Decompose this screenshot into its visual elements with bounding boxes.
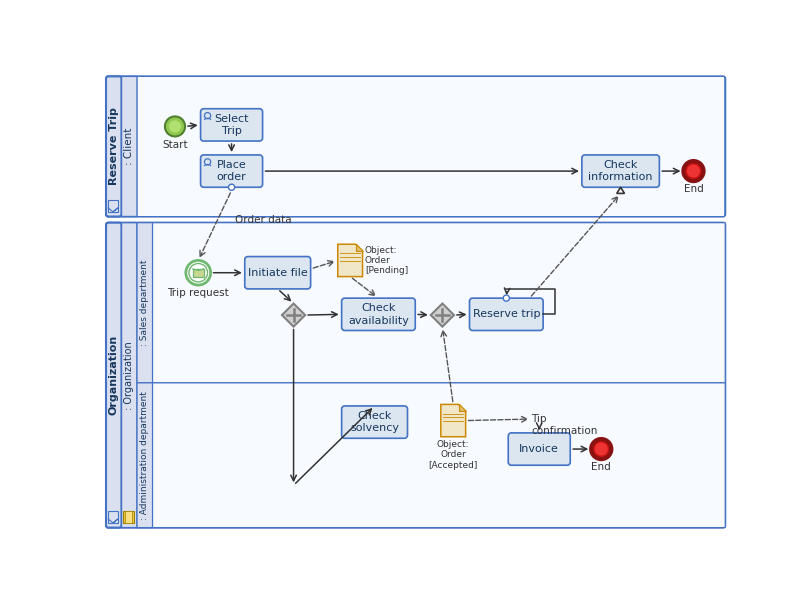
FancyBboxPatch shape	[122, 77, 137, 216]
Bar	[109, 200, 118, 212]
Text: Reserve Trip: Reserve Trip	[109, 108, 118, 185]
Bar	[109, 511, 118, 523]
Text: Order data: Order data	[235, 215, 292, 225]
Polygon shape	[282, 304, 305, 327]
FancyBboxPatch shape	[245, 257, 311, 289]
Bar	[125, 511, 132, 523]
Text: Object:
Order
[Accepted]: Object: Order [Accepted]	[428, 440, 478, 469]
Bar	[123, 511, 134, 523]
Circle shape	[503, 295, 509, 301]
FancyBboxPatch shape	[341, 406, 407, 438]
Polygon shape	[459, 404, 466, 411]
FancyBboxPatch shape	[137, 222, 725, 383]
FancyBboxPatch shape	[106, 77, 725, 216]
FancyBboxPatch shape	[137, 383, 152, 527]
Circle shape	[591, 439, 611, 459]
Text: Check
information: Check information	[588, 160, 653, 182]
Text: Organization: Organization	[109, 335, 118, 415]
FancyBboxPatch shape	[137, 222, 152, 383]
Circle shape	[684, 161, 704, 181]
FancyBboxPatch shape	[200, 155, 263, 187]
Text: Object:
Order
[Pending]: Object: Order [Pending]	[365, 246, 408, 275]
Text: Select
Trip: Select Trip	[214, 114, 249, 136]
Text: Tip
confirmation: Tip confirmation	[531, 414, 598, 436]
Text: Trip request: Trip request	[167, 288, 230, 298]
Polygon shape	[431, 304, 454, 327]
FancyBboxPatch shape	[106, 77, 122, 216]
Polygon shape	[441, 404, 466, 437]
Polygon shape	[337, 244, 363, 277]
FancyBboxPatch shape	[470, 298, 543, 331]
Text: Check
solvency: Check solvency	[350, 411, 399, 434]
Text: : Administration department: : Administration department	[140, 390, 149, 520]
FancyBboxPatch shape	[106, 222, 122, 527]
Circle shape	[594, 443, 607, 456]
FancyBboxPatch shape	[106, 222, 725, 527]
Circle shape	[189, 264, 208, 282]
Text: End: End	[591, 462, 611, 472]
Text: : Organization: : Organization	[124, 341, 135, 410]
Polygon shape	[355, 244, 363, 251]
Text: : Sales department: : Sales department	[140, 260, 149, 346]
Text: Check
availability: Check availability	[348, 303, 409, 325]
Text: Reserve trip: Reserve trip	[473, 309, 540, 319]
Text: Invoice: Invoice	[519, 444, 560, 454]
Text: End: End	[684, 184, 703, 194]
FancyBboxPatch shape	[341, 298, 415, 331]
Circle shape	[169, 120, 181, 132]
Bar	[193, 269, 204, 277]
Text: : Client: : Client	[124, 128, 135, 165]
Text: Place
order: Place order	[217, 160, 247, 182]
Circle shape	[229, 184, 234, 190]
Circle shape	[687, 164, 700, 178]
Polygon shape	[616, 187, 624, 193]
Text: Start: Start	[162, 139, 188, 150]
FancyBboxPatch shape	[581, 155, 659, 187]
Text: Initiate file: Initiate file	[248, 268, 307, 277]
FancyBboxPatch shape	[122, 222, 137, 527]
FancyBboxPatch shape	[508, 433, 570, 465]
Circle shape	[165, 117, 185, 136]
FancyBboxPatch shape	[137, 383, 725, 527]
FancyBboxPatch shape	[200, 109, 263, 141]
Circle shape	[186, 260, 211, 285]
Bar	[137, 77, 724, 216]
